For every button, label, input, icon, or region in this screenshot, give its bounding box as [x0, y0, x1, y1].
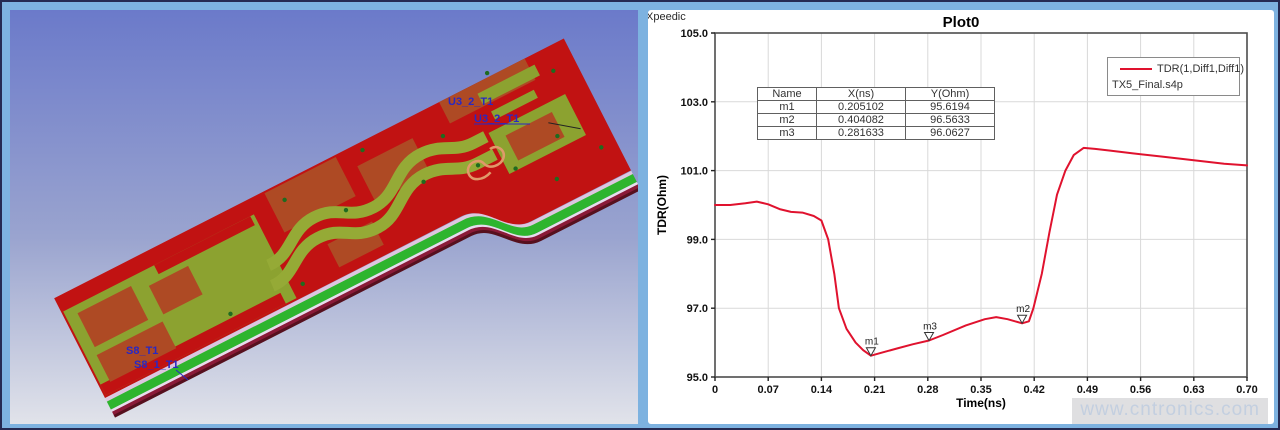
x-tick-label: 0.28 — [917, 384, 938, 396]
marker-glyph[interactable] — [923, 331, 935, 342]
port-label-u3-b: U3_2_T1 — [474, 113, 519, 125]
x-tick-label: 0.14 — [811, 384, 833, 396]
port-label-s8-b: S8_1_T1 — [134, 359, 179, 371]
y-tick-label: 103.0 — [680, 97, 708, 109]
tdr-curve-group — [714, 146, 1248, 357]
marker-table-row[interactable]: m3 0.281633 96.0627 — [757, 126, 995, 140]
x-tick-label: 0.56 — [1130, 384, 1151, 396]
x-tick-label: 0.49 — [1077, 384, 1098, 396]
x-tick-label: 0.35 — [970, 384, 991, 396]
tdr-chart[interactable]: 0 0.07 0.14 0.21 0.28 0.35 0.42 0.49 0.56 0.63 0.7… — [648, 10, 1274, 424]
y-axis-label: TDR(Ohm) — [655, 175, 669, 235]
vias — [228, 68, 604, 317]
marker-table-cell: 96.5633 — [905, 113, 995, 127]
x-tick-label: 0.63 — [1183, 384, 1204, 396]
x-tick-label: 0.21 — [864, 384, 885, 396]
marker-table-cell: m2 — [757, 113, 817, 127]
marker-table[interactable]: Name X(ns) Y(Ohm) m1 0.205102 95.6194 m2 0.4040… — [757, 87, 995, 140]
brand-watermark: Xpeedic — [648, 11, 686, 23]
x-tick-label: 0.42 — [1023, 384, 1044, 396]
port-label-u3-a: U3_2_T1 — [448, 96, 493, 108]
x-axis-label: Time(ns) — [956, 396, 1006, 410]
marker-table-cell: 0.404082 — [816, 113, 906, 127]
pcb-board — [54, 38, 638, 424]
port-label-s8-a: S8_T1 — [126, 345, 158, 357]
site-watermark: www.cntronics.com — [1072, 398, 1268, 424]
marker-label: m1 — [865, 337, 879, 348]
pointer-line — [548, 122, 581, 130]
legend-file-label: TX5_Final.s4p — [1112, 79, 1183, 91]
port-labels: U3_2_T1 U3_2_T1 S8_T1 S8_1_T1 — [126, 96, 530, 381]
breakout-region — [466, 64, 587, 181]
marker-table-header: Name — [757, 87, 817, 101]
legend-line-sample — [1120, 68, 1152, 71]
serpentine-traces — [265, 131, 498, 292]
marker-table-cell: m3 — [757, 126, 817, 140]
marker-table-header: Y(Ohm) — [905, 87, 995, 101]
marker-table-cell: 96.0627 — [905, 126, 995, 140]
marker-table-cell: 0.205102 — [816, 100, 906, 114]
label-leader — [175, 369, 189, 381]
plot-panel: Xpeedic Plot0 0 0.07 0.14 0.21 0.28 0.35 0.42 0… — [648, 10, 1274, 424]
marker-table-row[interactable]: m1 0.205102 95.6194 — [757, 100, 995, 114]
marker-label: m3 — [923, 321, 937, 332]
y-tick-label: 97.0 — [687, 303, 708, 315]
x-tick-label: 0.70 — [1236, 384, 1257, 396]
breakout-trace — [466, 145, 506, 181]
y-tick-label: 99.0 — [687, 234, 708, 246]
tdr-curve — [714, 146, 1248, 357]
legend-series-label: TDR(1,Diff1,Diff1) — [1157, 63, 1245, 75]
pcb-3d-viewport[interactable]: U3_2_T1 U3_2_T1 S8_T1 S8_1_T1 — [10, 10, 638, 424]
chart-markers[interactable]: m1 m2 m3 — [865, 304, 1031, 357]
y-tick-label: 105.0 — [680, 28, 708, 40]
x-tick-label: 0.07 — [757, 384, 778, 396]
marker-label: m2 — [1016, 304, 1030, 315]
pcb-3d-render: U3_2_T1 U3_2_T1 S8_T1 S8_1_T1 — [10, 10, 638, 424]
marker-table-cell: 0.281633 — [816, 126, 906, 140]
plot-title: Plot0 — [942, 14, 980, 31]
chart-legend[interactable]: TDR(1,Diff1,Diff1) TX5_Final.s4p — [1107, 57, 1244, 96]
marker-glyph[interactable] — [865, 347, 877, 357]
marker-table-header: X(ns) — [816, 87, 906, 101]
marker-glyph[interactable] — [1016, 314, 1028, 325]
y-tick-label: 101.0 — [680, 166, 708, 178]
marker-table-cell: m1 — [757, 100, 817, 114]
y-tick-label: 95.0 — [687, 372, 708, 384]
chart-ticks: 0 0.07 0.14 0.21 0.28 0.35 0.42 0.49 0.56 0.63 0.7… — [680, 28, 1257, 396]
x-tick-label: 0 — [712, 384, 718, 396]
marker-table-row[interactable]: m2 0.404082 96.5633 — [757, 113, 995, 127]
marker-table-cell: 95.6194 — [905, 100, 995, 114]
